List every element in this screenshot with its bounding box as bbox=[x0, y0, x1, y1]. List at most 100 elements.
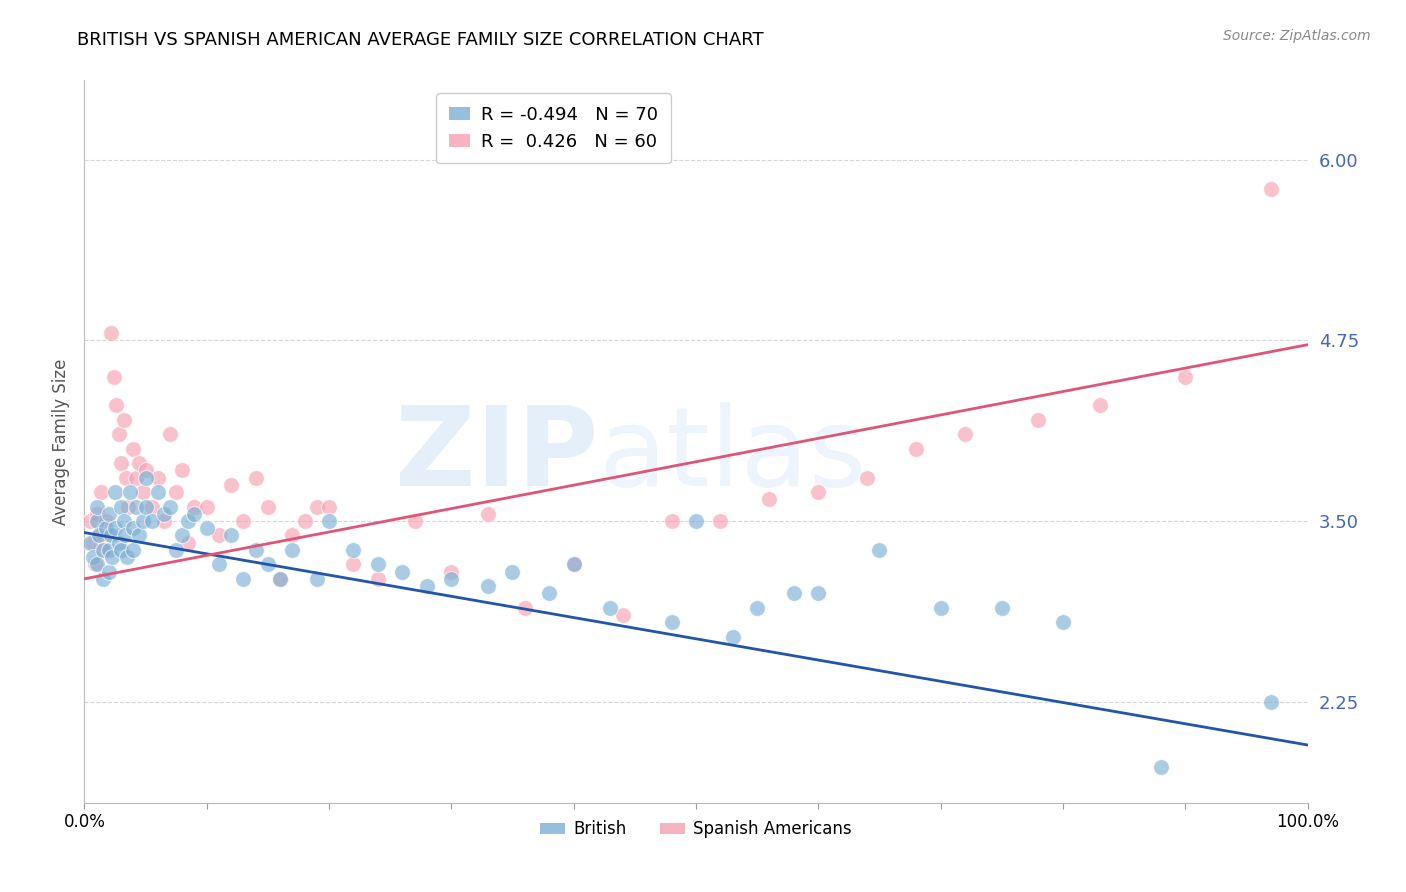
Spanish Americans bbox=[758, 492, 780, 507]
British bbox=[1052, 615, 1074, 630]
Spanish Americans bbox=[177, 535, 200, 549]
Spanish Americans bbox=[195, 500, 218, 514]
British bbox=[115, 550, 138, 565]
British bbox=[122, 521, 145, 535]
Spanish Americans bbox=[100, 326, 122, 341]
British bbox=[128, 528, 150, 542]
British bbox=[685, 514, 707, 528]
Spanish Americans bbox=[110, 456, 132, 470]
Spanish Americans bbox=[103, 369, 125, 384]
British bbox=[110, 542, 132, 557]
British bbox=[135, 471, 157, 485]
British bbox=[114, 528, 136, 542]
British bbox=[929, 600, 952, 615]
Y-axis label: Average Family Size: Average Family Size bbox=[52, 359, 70, 524]
Spanish Americans bbox=[1260, 181, 1282, 195]
Spanish Americans bbox=[183, 500, 205, 514]
Spanish Americans bbox=[1028, 413, 1050, 427]
Spanish Americans bbox=[90, 485, 112, 500]
British bbox=[96, 521, 118, 535]
British bbox=[125, 500, 148, 514]
Spanish Americans bbox=[305, 500, 328, 514]
British bbox=[502, 565, 524, 579]
Spanish Americans bbox=[440, 565, 463, 579]
Spanish Americans bbox=[257, 500, 280, 514]
British bbox=[86, 514, 108, 528]
British bbox=[219, 528, 242, 542]
British bbox=[342, 542, 364, 557]
British bbox=[477, 579, 499, 593]
Spanish Americans bbox=[146, 471, 169, 485]
Spanish Americans bbox=[117, 500, 139, 514]
Spanish Americans bbox=[141, 500, 163, 514]
Spanish Americans bbox=[79, 514, 101, 528]
Spanish Americans bbox=[367, 572, 389, 586]
Spanish Americans bbox=[96, 514, 118, 528]
British bbox=[599, 600, 621, 615]
Spanish Americans bbox=[318, 500, 340, 514]
Spanish Americans bbox=[1088, 398, 1111, 412]
Text: Source: ZipAtlas.com: Source: ZipAtlas.com bbox=[1223, 29, 1371, 43]
British bbox=[172, 528, 194, 542]
British bbox=[104, 521, 127, 535]
British bbox=[367, 558, 389, 572]
British bbox=[1150, 760, 1173, 774]
British bbox=[1260, 695, 1282, 709]
Spanish Americans bbox=[661, 514, 683, 528]
British bbox=[82, 550, 104, 565]
British bbox=[122, 542, 145, 557]
British bbox=[101, 550, 124, 565]
Spanish Americans bbox=[107, 427, 129, 442]
British bbox=[661, 615, 683, 630]
British bbox=[195, 521, 218, 535]
British bbox=[141, 514, 163, 528]
Spanish Americans bbox=[135, 463, 157, 477]
Spanish Americans bbox=[269, 572, 291, 586]
Legend: British, Spanish Americans: British, Spanish Americans bbox=[533, 814, 859, 845]
Spanish Americans bbox=[294, 514, 316, 528]
British bbox=[146, 485, 169, 500]
Spanish Americans bbox=[513, 600, 536, 615]
British bbox=[97, 565, 120, 579]
British bbox=[281, 542, 304, 557]
Spanish Americans bbox=[953, 427, 976, 442]
Text: ZIP: ZIP bbox=[395, 402, 598, 509]
Text: BRITISH VS SPANISH AMERICAN AVERAGE FAMILY SIZE CORRELATION CHART: BRITISH VS SPANISH AMERICAN AVERAGE FAMI… bbox=[77, 31, 763, 49]
Spanish Americans bbox=[562, 558, 585, 572]
British bbox=[305, 572, 328, 586]
Spanish Americans bbox=[84, 558, 107, 572]
Spanish Americans bbox=[125, 471, 148, 485]
British bbox=[721, 630, 744, 644]
British bbox=[177, 514, 200, 528]
British bbox=[100, 528, 122, 542]
Spanish Americans bbox=[807, 485, 830, 500]
British bbox=[107, 535, 129, 549]
British bbox=[135, 500, 157, 514]
Spanish Americans bbox=[115, 471, 138, 485]
British bbox=[245, 542, 267, 557]
British bbox=[132, 514, 155, 528]
Spanish Americans bbox=[165, 485, 187, 500]
British bbox=[538, 586, 561, 600]
Spanish Americans bbox=[82, 535, 104, 549]
Spanish Americans bbox=[97, 528, 120, 542]
Spanish Americans bbox=[245, 471, 267, 485]
Spanish Americans bbox=[122, 442, 145, 456]
British bbox=[232, 572, 254, 586]
Spanish Americans bbox=[128, 456, 150, 470]
British bbox=[269, 572, 291, 586]
British bbox=[783, 586, 806, 600]
Spanish Americans bbox=[172, 463, 194, 477]
Spanish Americans bbox=[159, 427, 181, 442]
British bbox=[416, 579, 439, 593]
Spanish Americans bbox=[404, 514, 426, 528]
British bbox=[257, 558, 280, 572]
Spanish Americans bbox=[905, 442, 928, 456]
British bbox=[183, 507, 205, 521]
British bbox=[562, 558, 585, 572]
Text: atlas: atlas bbox=[598, 402, 866, 509]
British bbox=[318, 514, 340, 528]
Spanish Americans bbox=[112, 413, 135, 427]
British bbox=[391, 565, 413, 579]
British bbox=[86, 500, 108, 514]
